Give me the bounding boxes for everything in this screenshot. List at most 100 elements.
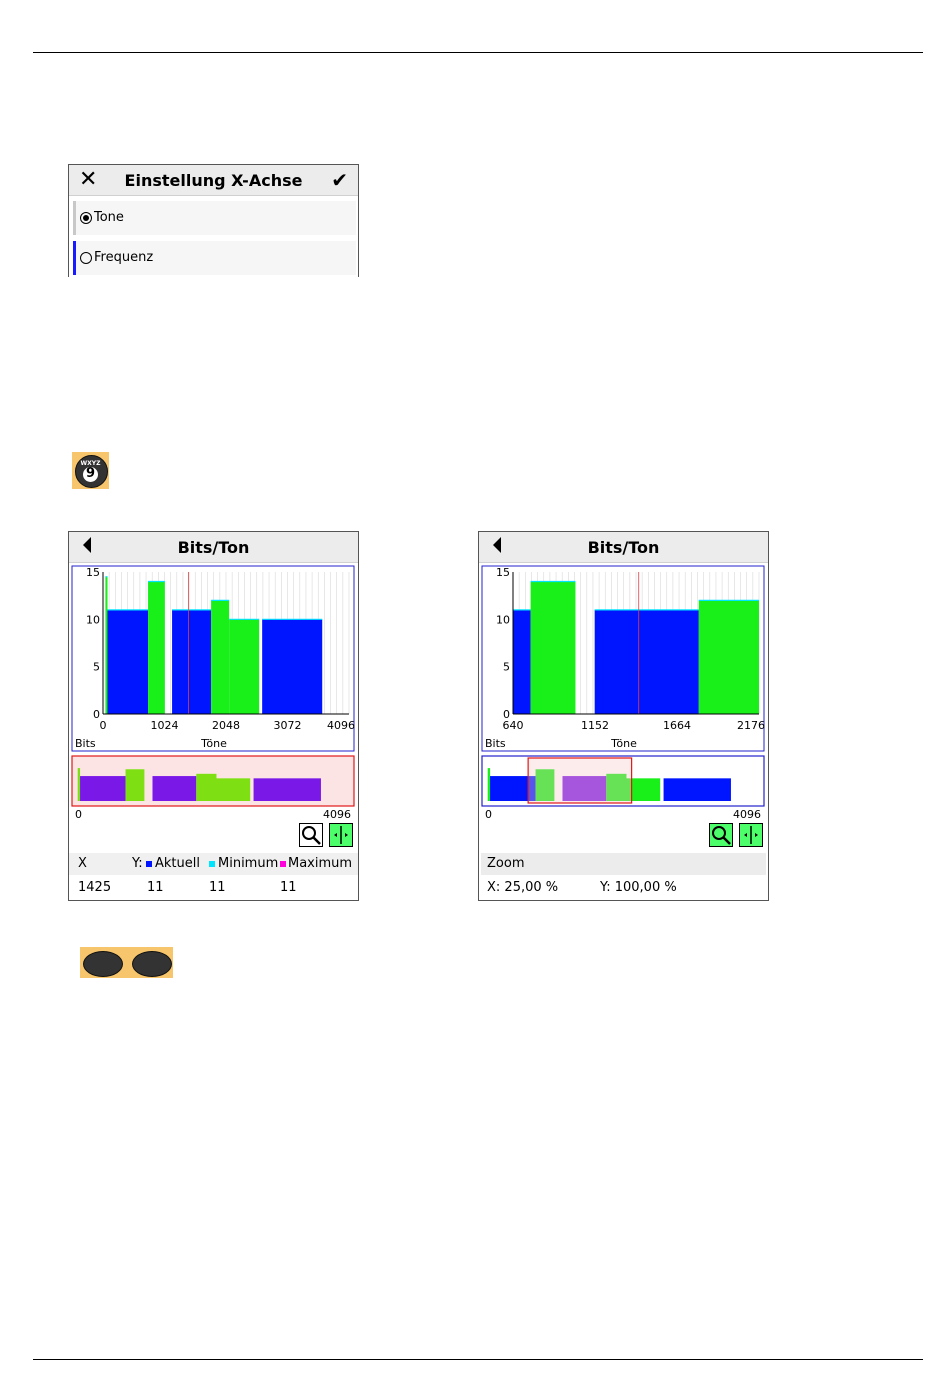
back-arrow-icon[interactable] bbox=[493, 537, 501, 553]
zoom-label: Zoom bbox=[487, 856, 525, 871]
y-tick-label: 0 bbox=[503, 708, 510, 721]
value-minimum: 11 bbox=[209, 880, 226, 895]
top-rule bbox=[33, 52, 923, 53]
overview-bar bbox=[606, 773, 627, 801]
legend-maximum-swatch bbox=[280, 861, 286, 867]
y-tick-label: 0 bbox=[93, 708, 100, 721]
overview-bar bbox=[487, 768, 491, 801]
back-arrow-icon[interactable] bbox=[83, 537, 91, 553]
value-maximum: 11 bbox=[280, 880, 297, 895]
x-tick-label: 640 bbox=[503, 719, 524, 732]
bar bbox=[594, 609, 699, 714]
cursor-button[interactable] bbox=[739, 823, 763, 847]
magnifier-icon bbox=[712, 826, 731, 845]
overview-tick-label: 4096 bbox=[733, 808, 761, 821]
legend-minimum: Minimum bbox=[218, 856, 279, 871]
x-tick-label: 1664 bbox=[663, 719, 691, 732]
y-tick-label: 10 bbox=[496, 613, 510, 626]
y-tick-label: 15 bbox=[496, 566, 510, 579]
bar bbox=[229, 619, 260, 714]
zoom-window bbox=[527, 757, 633, 804]
y-tick-label: 10 bbox=[86, 613, 100, 626]
key-9-icon: WXYZ 9 bbox=[72, 452, 109, 489]
radio-selected-icon[interactable] bbox=[80, 212, 92, 224]
overview-bar bbox=[152, 776, 197, 801]
legend-maximum: Maximum bbox=[288, 856, 353, 871]
overview-bar bbox=[216, 778, 251, 801]
overview-bar bbox=[125, 769, 145, 801]
col-y-header: Y: bbox=[132, 856, 143, 871]
y-tick-label: 5 bbox=[503, 661, 510, 674]
bar bbox=[530, 581, 576, 714]
option-frequenz[interactable]: Frequenz bbox=[73, 241, 356, 275]
x-axis-settings-dialog: ✕ Einstellung X-Achse ✔ Tone Frequenz bbox=[68, 164, 359, 277]
overview-bar bbox=[77, 768, 81, 801]
zoom-x-value: X: 25,00 % bbox=[487, 880, 559, 895]
arrow-keys-icon bbox=[80, 947, 173, 978]
key-9-letters: WXYZ bbox=[80, 460, 101, 467]
x-axis-label: Töne bbox=[610, 737, 637, 750]
bar bbox=[148, 581, 165, 714]
screen-header: Bits/Ton bbox=[69, 532, 358, 563]
col-x-header: X bbox=[78, 856, 87, 871]
y-axis-label: Bits bbox=[485, 737, 506, 750]
overview-bar bbox=[626, 778, 661, 801]
cursor-split-icon bbox=[744, 826, 758, 844]
option-frequenz-label: Frequenz bbox=[94, 250, 154, 265]
y-axis-label: Bits bbox=[75, 737, 96, 750]
zoom-button[interactable] bbox=[299, 823, 323, 847]
x-axis-label: Töne bbox=[200, 737, 227, 750]
zoom-button[interactable] bbox=[709, 823, 733, 847]
option-tone[interactable]: Tone bbox=[73, 201, 356, 235]
legend-header-row: X Y: Aktuell Minimum Maximum bbox=[69, 856, 358, 876]
bar bbox=[107, 609, 149, 714]
bottom-rule bbox=[33, 1359, 923, 1360]
overview-bar bbox=[253, 778, 321, 801]
overview-tick-label: 0 bbox=[485, 808, 492, 821]
overview-tick-label: 4096 bbox=[323, 808, 351, 821]
screen-header: Bits/Ton bbox=[479, 532, 768, 563]
zoom-y-value: Y: 100,00 % bbox=[600, 880, 677, 895]
x-tick-label: 2048 bbox=[212, 719, 240, 732]
bar bbox=[105, 576, 108, 714]
x-tick-label: 1024 bbox=[151, 719, 179, 732]
option-tone-label: Tone bbox=[94, 210, 124, 225]
overview-bar bbox=[535, 769, 555, 801]
y-tick-label: 5 bbox=[93, 661, 100, 674]
close-icon[interactable]: ✕ bbox=[79, 167, 98, 192]
overview-bar bbox=[663, 778, 731, 801]
dialog-header: ✕ Einstellung X-Achse ✔ bbox=[69, 165, 358, 196]
cursor-button[interactable] bbox=[329, 823, 353, 847]
screen-title: Bits/Ton bbox=[177, 538, 250, 557]
bits-ton-screen-right: Bits/Ton 15 10 5 0 640 1152 1664 2176 Bits Töne 0 4… bbox=[478, 531, 769, 901]
check-icon[interactable]: ✔ bbox=[331, 168, 348, 192]
x-tick-label: 4096 bbox=[327, 719, 355, 732]
x-tick-label: 3072 bbox=[274, 719, 302, 732]
overview-bar bbox=[80, 776, 126, 801]
x-tick-label: 2176 bbox=[737, 719, 765, 732]
overview-bar bbox=[196, 773, 217, 801]
overview-bar bbox=[562, 776, 607, 801]
value-aktuell: 11 bbox=[147, 880, 164, 895]
legend-aktuell-swatch bbox=[146, 861, 152, 867]
right-key-icon bbox=[132, 951, 172, 977]
key-9-digit: 9 bbox=[85, 466, 96, 481]
x-tick-label: 0 bbox=[100, 719, 107, 732]
dialog-title: Einstellung X-Achse bbox=[124, 171, 303, 190]
bar bbox=[211, 600, 230, 714]
cursor-split-icon bbox=[334, 826, 348, 844]
legend-minimum-swatch bbox=[209, 861, 215, 867]
value-row: 1425 11 11 11 bbox=[69, 880, 358, 900]
x-tick-label: 1152 bbox=[581, 719, 609, 732]
radio-unselected-icon[interactable] bbox=[80, 252, 92, 264]
bar bbox=[172, 609, 212, 714]
left-key-icon bbox=[83, 951, 123, 977]
magnifier-icon bbox=[302, 826, 321, 845]
legend-aktuell: Aktuell bbox=[155, 856, 200, 871]
bits-ton-screen-left: Bits/Ton 15 10 5 0 0 1024 2048 3072 4096 Bits Töne… bbox=[68, 531, 359, 901]
screen-title: Bits/Ton bbox=[587, 538, 660, 557]
bar bbox=[698, 600, 759, 714]
value-x: 1425 bbox=[78, 880, 112, 895]
